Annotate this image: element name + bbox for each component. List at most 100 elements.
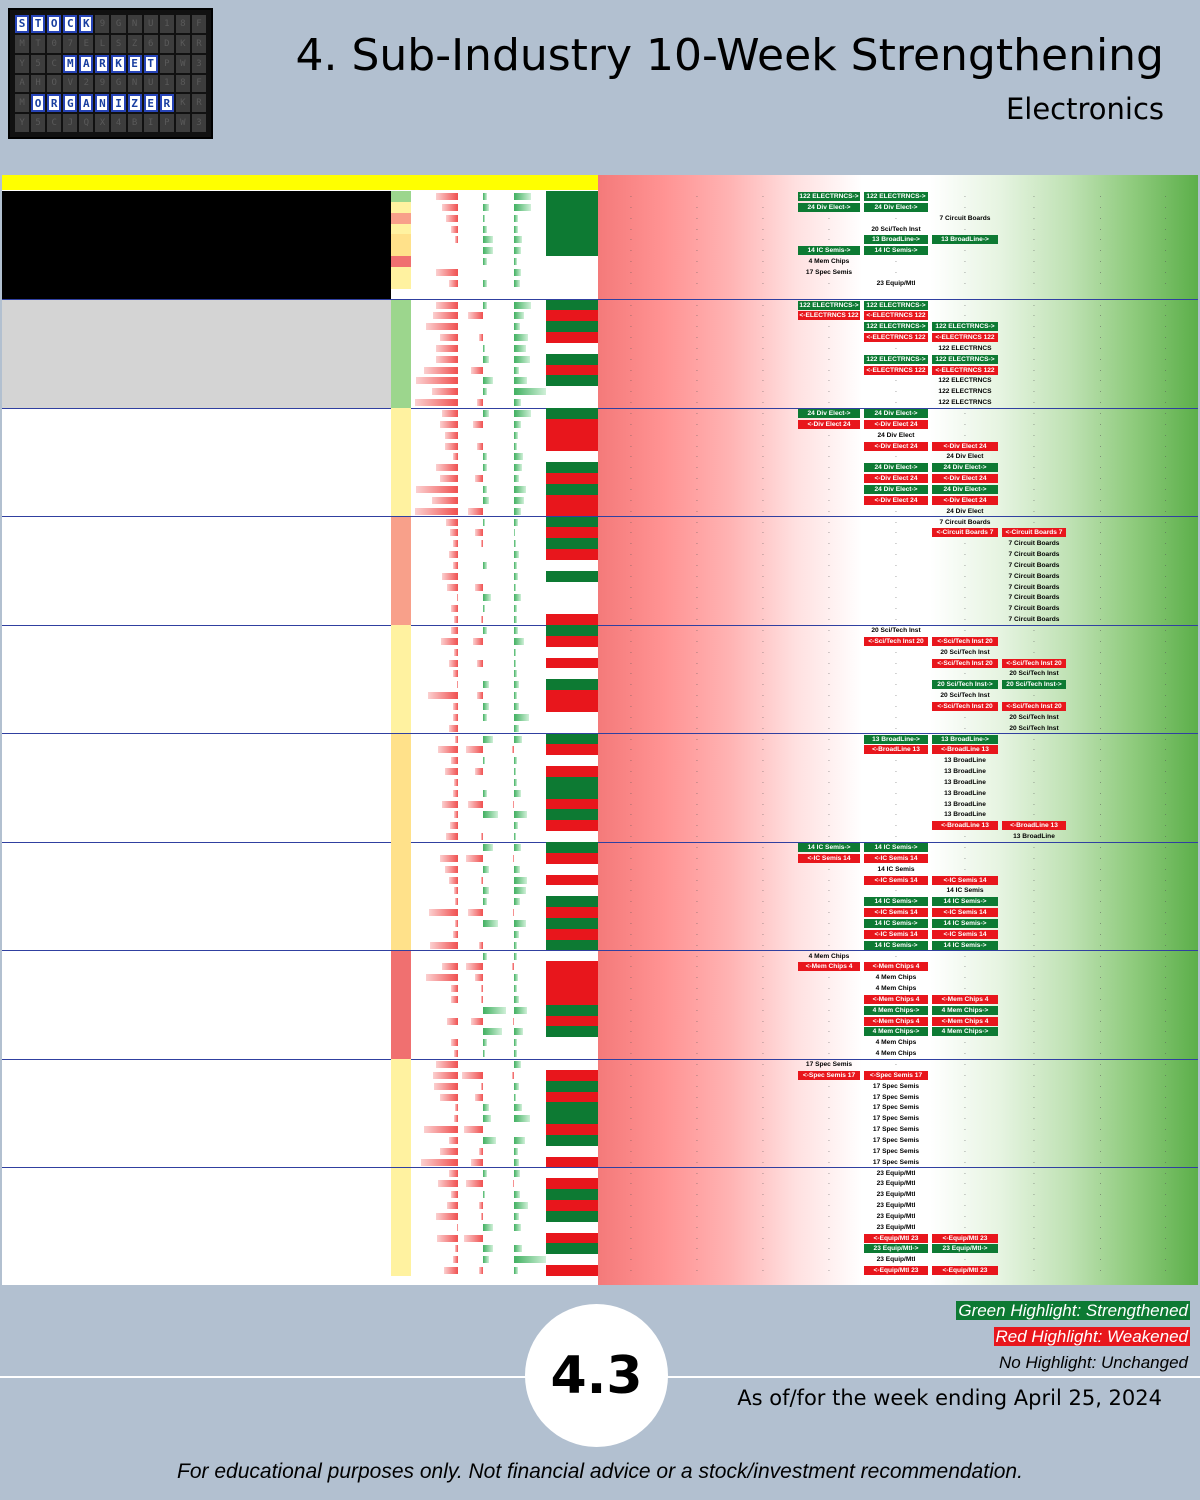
unchanged-tag: 7 Circuit Boards [1008, 583, 1060, 591]
avg-cell [458, 1005, 506, 1016]
empty-dot: . [828, 560, 830, 568]
table-row: ....... 14 IC Semis-> 14 IC Semis-> [2, 842, 1198, 853]
strengthened-tag: 24 Div Elect-> [864, 484, 928, 494]
empty-dot: . [964, 550, 966, 558]
empty-dot: . [762, 940, 764, 948]
count-cell [391, 700, 411, 712]
empty-dot: . [1164, 1266, 1167, 1274]
industry-cell [199, 527, 389, 538]
empty-dot: . [630, 1157, 632, 1165]
strengthened-tag: 14 IC Semis-> [932, 918, 998, 928]
empty-dot: . [1164, 1092, 1167, 1100]
avg-cell [458, 1135, 506, 1146]
empty-dot: . [828, 343, 830, 351]
empty-dot: . [895, 832, 897, 840]
avg-cell [458, 408, 506, 419]
status-badge [546, 560, 598, 571]
industry-cell [199, 592, 389, 603]
avg-cell [458, 1146, 506, 1157]
value-bar [448, 659, 458, 667]
empty-dot: . [762, 604, 764, 612]
max-cell-wrap [508, 1211, 546, 1222]
empty-dot: . [696, 398, 698, 406]
avg-cell-wrap [458, 875, 508, 886]
empty-dot: . [828, 1179, 830, 1187]
empty-dot: . [1099, 463, 1102, 471]
empty-dot: . [1099, 821, 1102, 829]
length-cell [89, 1016, 199, 1027]
min-cell [412, 614, 456, 625]
min-cell [412, 560, 456, 571]
industry-cell [199, 560, 389, 571]
empty-dot: . [1033, 409, 1035, 416]
count-cell [391, 549, 411, 560]
empty-dot: . [1033, 1049, 1035, 1057]
period-cell [4, 451, 89, 462]
min-cell [412, 386, 456, 397]
value-bar [514, 865, 521, 873]
table-row: ........ 23 Equip/Mtl [2, 1200, 1198, 1211]
value-bar [483, 1039, 488, 1047]
empty-dot: . [895, 267, 897, 275]
status-badge [546, 234, 598, 246]
table-row: ........ 17 Spec Semis [2, 1134, 1198, 1146]
avg-cell-wrap [458, 940, 508, 951]
industry-cell [199, 267, 389, 278]
empty-dot: . [630, 1114, 632, 1122]
empty-dot: . [762, 723, 764, 731]
empty-dot: . [1033, 1125, 1035, 1133]
min-cell [412, 1243, 456, 1254]
value-bar [426, 323, 458, 331]
empty-dot: . [630, 777, 632, 785]
period-cell [4, 354, 89, 365]
max-cell [508, 777, 544, 788]
status-badge [546, 1124, 598, 1135]
length-cell [89, 1135, 199, 1146]
industry-cell [199, 234, 389, 245]
status-badge [546, 972, 598, 984]
empty-dot: . [1164, 1081, 1167, 1089]
table-row: ........4 Mem Chips [2, 1037, 1198, 1049]
unchanged-tag: 7 Circuit Boards [939, 518, 991, 526]
min-cell-wrap [412, 864, 458, 875]
min-cell-wrap [412, 332, 458, 343]
min-cell [412, 462, 456, 473]
length-cell [89, 202, 199, 213]
avg-cell [458, 332, 506, 343]
empty-dot: . [1033, 1114, 1035, 1122]
logo-cell: E [79, 34, 94, 53]
empty-dot: . [630, 767, 632, 775]
empty-dot: . [762, 1222, 764, 1230]
count-cell [391, 755, 411, 767]
empty-dot: . [1164, 810, 1167, 818]
empty-dot: . [1164, 484, 1167, 492]
industry-cell [199, 864, 389, 875]
empty-dot: . [630, 1244, 632, 1252]
max-cell-wrap [508, 560, 546, 571]
empty-dot: . [1099, 333, 1102, 341]
empty-dot: . [1164, 669, 1167, 677]
column-header [412, 175, 458, 190]
logo-cell: K [111, 54, 126, 73]
avg-cell-wrap [458, 1124, 508, 1135]
min-cell [412, 592, 456, 603]
min-cell-wrap [412, 1037, 458, 1048]
avg-cell [458, 799, 506, 810]
industry-cell [199, 1124, 389, 1135]
empty-dot: . [696, 1060, 698, 1067]
value-bar [514, 420, 521, 428]
min-cell [412, 245, 456, 256]
empty-dot: . [630, 550, 632, 558]
count-cell [391, 234, 411, 246]
avg-cell [458, 983, 506, 994]
min-cell [412, 1233, 456, 1244]
empty-dot: . [1033, 441, 1035, 449]
empty-dot: . [630, 484, 632, 492]
value-bar [514, 1191, 521, 1199]
empty-dot: . [964, 973, 966, 981]
empty-dot: . [1099, 202, 1102, 210]
status-badge [546, 1080, 598, 1092]
min-cell [412, 310, 456, 321]
value-bar [454, 648, 458, 656]
max-cell-wrap [508, 1222, 546, 1233]
